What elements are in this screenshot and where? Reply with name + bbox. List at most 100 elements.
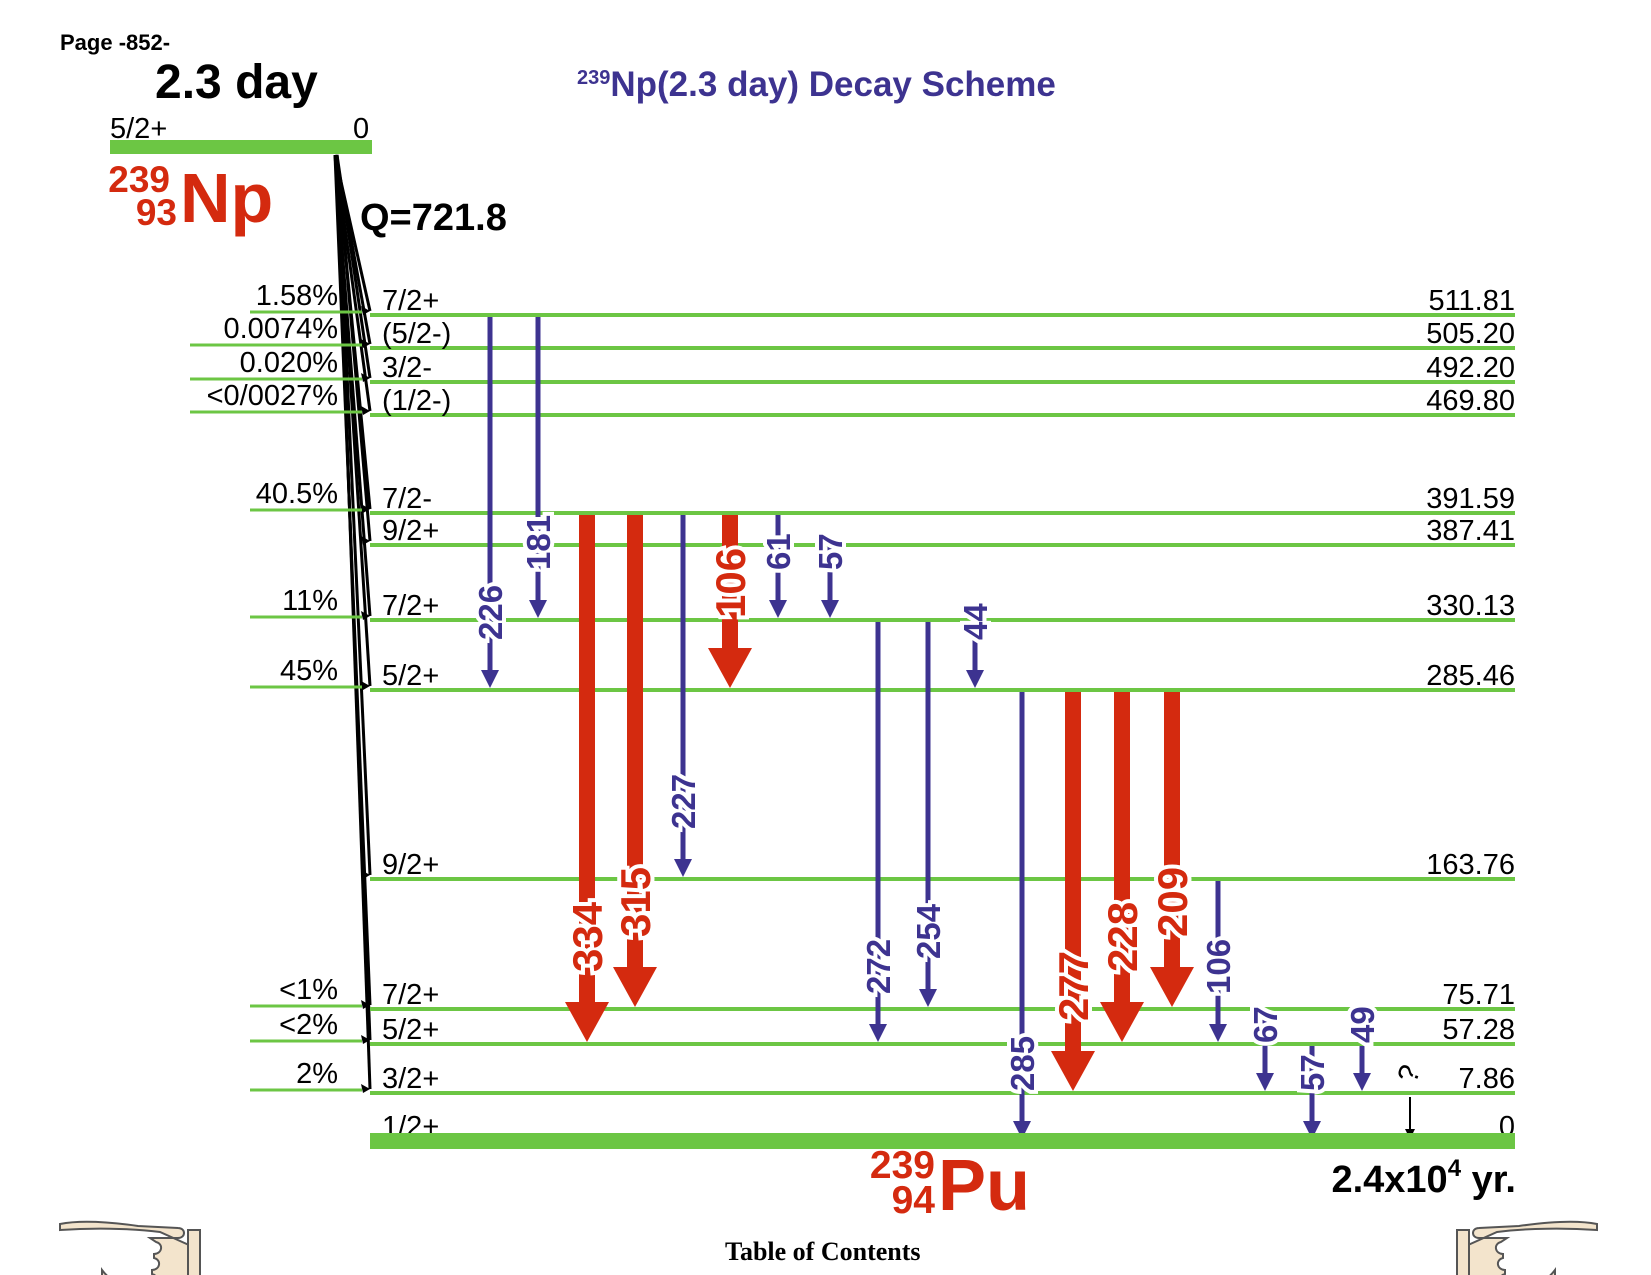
beta-feed-lines [333,154,372,1093]
gamma-arrowhead [966,670,984,688]
beta-intensity: <2% [279,1009,338,1041]
level-energy: 57.28 [1442,1014,1515,1046]
level-spin: 9/2+ [382,515,439,547]
gamma-line [1019,692,1025,1121]
beta-intensity: 40.5% [256,478,338,510]
gamma-label: 181 [520,515,557,570]
gamma-label: 228 [1099,902,1146,972]
gamma-arrowhead [821,600,839,618]
level-spin: 5/2+ [382,660,439,692]
level-energy: 163.76 [1426,849,1515,881]
hand-pointing-left-icon[interactable] [1456,1220,1598,1275]
beta-intensity: <0/0027% [207,380,338,412]
gamma-arrowhead [529,600,547,618]
gamma-label: 315 [612,867,659,937]
gamma-line [827,547,833,600]
page-label: Page -852- [60,30,170,55]
gamma-label: 227 [665,774,702,829]
gamma-label: 277 [1050,951,1097,1021]
gamma-label: 254 [910,903,947,959]
toc-link[interactable]: Table of Contents [725,1237,921,1266]
halflife-unit: yr. [1461,1159,1516,1201]
level-spin: 7/2+ [382,285,439,317]
gamma-arrowhead [1013,1121,1031,1139]
beta-intensity: 45% [280,655,338,687]
ground-level-bar [370,1133,1515,1149]
gamma-label: 57 [1294,1054,1331,1091]
hand-pointing-right-icon[interactable] [59,1220,201,1275]
level-spin: 7/2+ [382,979,439,1011]
beta-arrowhead [361,1084,370,1093]
daughter-z: 94 [892,1179,936,1222]
gamma-line [1262,1011,1268,1073]
gamma-arrowhead [1209,1024,1227,1042]
level-energy: 511.81 [1428,285,1515,317]
gamma-arrowhead [1100,1002,1144,1042]
level-spin: 9/2+ [382,849,439,881]
level-energy: 7.86 [1459,1063,1515,1095]
gamma-arrowhead [565,1002,609,1042]
title-mass: 239 [577,67,610,89]
parent-level-bar [110,140,372,154]
beta-intensity: 11% [282,585,338,617]
halflife-base: 2.4x10 [1331,1159,1447,1201]
gamma-line [1215,881,1221,1024]
gamma-line [680,515,686,859]
beta-arrowhead [361,1000,370,1009]
gamma-label: 106 [1200,939,1237,994]
beta-arrowhead [361,1035,370,1044]
beta-intensity: <1% [279,974,338,1006]
level-energy: 492.20 [1426,352,1515,384]
beta-decay-line [335,154,372,379]
gamma-arrowhead [613,967,657,1007]
level-spin: (1/2-) [382,385,451,417]
level-spin: 7/2+ [382,590,439,622]
gamma-arrowhead [1150,967,1194,1007]
halflife-exp: 4 [1448,1155,1462,1182]
parent-halflife: 2.3 day [155,56,318,109]
gamma-label: ? [1392,1061,1428,1087]
level-energy: 75.71 [1442,979,1515,1011]
gamma-line [487,317,493,670]
daughter-halflife: 2.4x104 yr. [1331,1155,1516,1201]
level-spin: 3/2- [382,352,432,384]
gamma-label: 44 [957,603,994,640]
beta-decay-line [335,154,372,542]
gamma-arrowhead [1256,1073,1274,1091]
page-title: 239Np(2.3 day) Decay Scheme [577,65,1056,104]
title-text: Np(2.3 day) Decay Scheme [610,65,1055,104]
gamma-line [972,622,978,670]
level-spin: 3/2+ [382,1063,439,1095]
gamma-line [579,515,595,1002]
gamma-arrowhead [919,989,937,1007]
gamma-label: 334 [564,901,611,972]
gamma-arrowhead [708,648,752,688]
parent-mass: 239 [108,159,170,200]
gamma-line [1114,692,1130,1002]
gamma-label: 106 [707,548,754,618]
level-energy: 330.13 [1426,590,1515,622]
gamma-line [1359,1046,1365,1073]
beta-intensity: 1.58% [256,280,338,312]
gamma-label: 67 [1247,1006,1284,1043]
daughter-symbol: Pu [938,1146,1030,1226]
beta-intensity: 2% [296,1058,338,1090]
gamma-line [535,317,541,600]
gamma-label: 61 [760,533,797,570]
beta-intensity: 0.020% [240,347,338,379]
gamma-arrowhead [1303,1121,1321,1139]
gamma-line [1065,692,1081,1051]
gamma-line [722,515,738,648]
gamma-label: 226 [472,585,509,640]
gamma-arrowhead [481,670,499,688]
daughter-mass: 239 [870,1144,935,1187]
level-spin: 5/2+ [382,1014,439,1046]
gamma-arrowhead [769,600,787,618]
beta-arrowhead [361,406,370,415]
level-energy: 391.59 [1426,483,1515,515]
beta-arrowhead [361,681,370,690]
gamma-label: 57 [812,533,849,570]
pu-levels: 7/2+ 511.81 1.58% (5/2-) 505.20 0.0074% 3/2- 49… [190,280,1515,1143]
